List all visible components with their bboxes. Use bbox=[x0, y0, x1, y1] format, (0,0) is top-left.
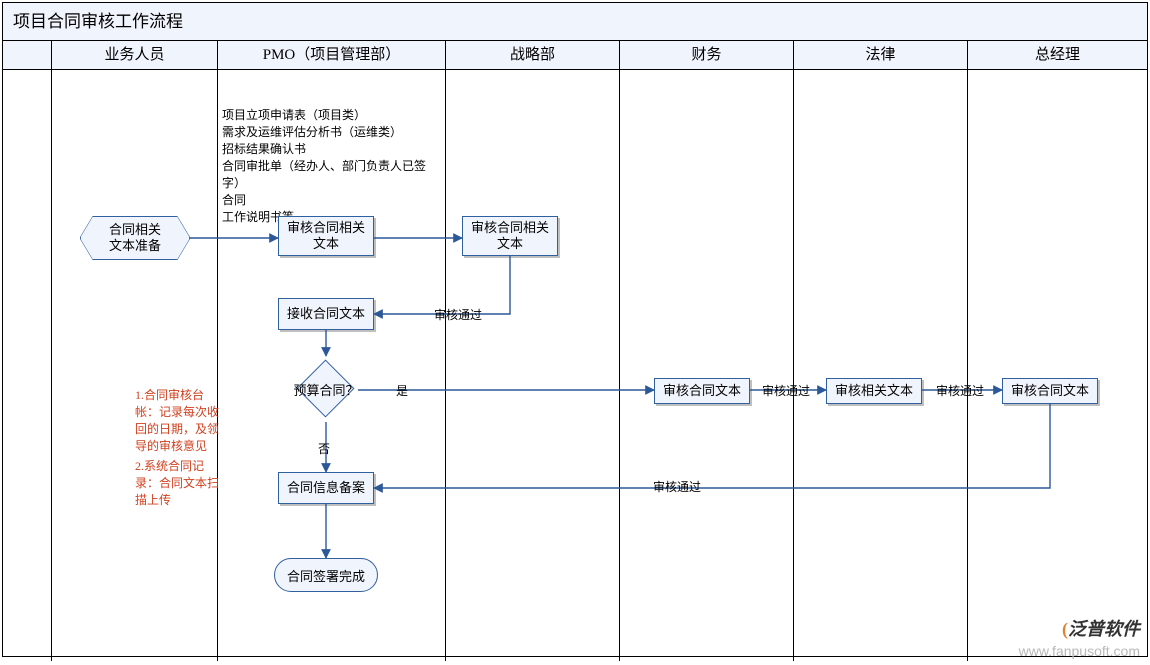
flowchart-canvas: 项目合同审核工作流程 业务人员PMO（项目管理部）战略部财务法律总经理 项目立项… bbox=[0, 0, 1150, 665]
edge-label: 审核通过 bbox=[653, 478, 701, 495]
edge-label: 审核通过 bbox=[434, 306, 482, 323]
lane-header: PMO（项目管理部） bbox=[218, 41, 446, 70]
lane-divider bbox=[793, 70, 794, 661]
lane-divider bbox=[51, 70, 52, 661]
terminator-term_done: 合同签署完成 bbox=[274, 558, 378, 592]
lane-header: 总经理 bbox=[968, 41, 1147, 70]
lane-header: 战略部 bbox=[446, 41, 620, 70]
process-box_law: 审核相关文本 bbox=[826, 378, 922, 404]
annotation-note: 2.系统合同记录：合同文本扫描上传 bbox=[135, 458, 220, 509]
lane-header: 法律 bbox=[794, 41, 968, 70]
lane-divider bbox=[967, 70, 968, 661]
lane-header-row: 业务人员PMO（项目管理部）战略部财务法律总经理 bbox=[3, 41, 1147, 70]
lane-divider bbox=[217, 70, 218, 661]
document-list-note: 项目立项申请表（项目类）需求及运维评估分析书（运维类）招标结果确认书合同审批单（… bbox=[222, 107, 442, 226]
process-box_archive: 合同信息备案 bbox=[278, 472, 374, 504]
lane-header bbox=[3, 41, 52, 70]
decision-dia_budget: 预算合同？ bbox=[297, 360, 355, 418]
edge-label: 是 bbox=[396, 382, 408, 399]
outer-border bbox=[2, 2, 1148, 657]
brand-logo: (泛普软件 bbox=[1062, 615, 1140, 641]
start-hex_prepare: 合同相关文本准备 bbox=[80, 216, 190, 260]
lane-header: 财务 bbox=[620, 41, 794, 70]
lane-header: 业务人员 bbox=[52, 41, 218, 70]
process-box_recv: 接收合同文本 bbox=[278, 298, 374, 330]
edge-label: 审核通过 bbox=[762, 382, 810, 399]
lane-divider bbox=[445, 70, 446, 661]
edge-label: 否 bbox=[318, 440, 330, 457]
annotation-note: 1.合同审核台帐：记录每次收回的日期，及领导的审核意见 bbox=[135, 387, 220, 455]
watermark-text: www.fanpusoft.com bbox=[1019, 643, 1140, 659]
edge-label: 审核通过 bbox=[936, 382, 984, 399]
process-box_finance: 审核合同文本 bbox=[654, 378, 750, 404]
lane-divider bbox=[619, 70, 620, 661]
process-box_strat_rev: 审核合同相关文本 bbox=[462, 216, 558, 256]
process-box_pmo_rev: 审核合同相关文本 bbox=[278, 216, 374, 256]
diagram-title: 项目合同审核工作流程 bbox=[3, 3, 1147, 41]
process-box_gm: 审核合同文本 bbox=[1002, 378, 1098, 404]
